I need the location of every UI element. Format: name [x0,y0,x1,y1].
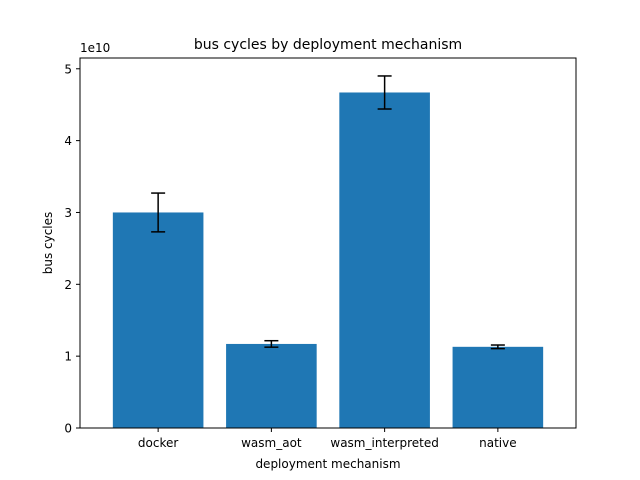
y-tick-label: 1 [64,350,72,364]
plot-frame [79,57,577,429]
bar-wasm_aot [226,343,317,428]
bar-native [452,346,544,428]
error-bar-native [490,344,505,350]
y-tick-label: 0 [64,422,72,436]
error-bar-wasm_interpreted [377,75,392,110]
y-axis-offset-label: 1e10 [80,41,110,55]
chart-title: bus cycles by deployment mechanism [194,37,462,53]
x-tick-label: native [479,436,516,450]
x-tick-label: wasm_interpreted [330,436,438,450]
error-bars-layer [151,75,505,350]
y-tick-label: 3 [64,206,72,220]
error-bar-wasm_aot [264,339,279,348]
y-axis-label: bus cycles [41,212,55,275]
y-axis: 0 1 2 3 4 5 [64,62,80,436]
y-tick-label: 2 [64,278,72,292]
x-axis-label: deployment mechanism [255,457,400,471]
y-tick-label: 5 [64,62,72,76]
x-tick-label: docker [138,436,178,450]
bars-layer [112,92,544,428]
x-tick-label: wasm_aot [241,436,302,450]
bar-docker [112,212,204,428]
y-tick-label: 4 [64,134,72,148]
error-bar-docker [151,192,166,233]
x-axis: docker wasm_aot wasm_interpreted native [138,428,517,450]
bar-wasm_interpreted [339,92,430,428]
